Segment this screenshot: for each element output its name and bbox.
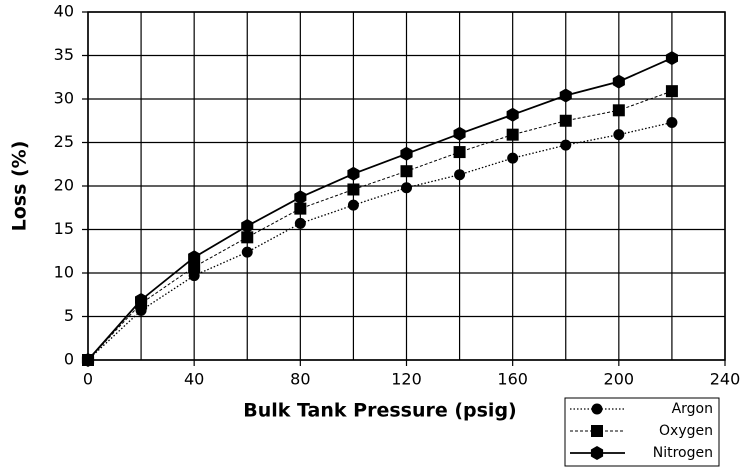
y-tick-label: 15	[54, 219, 74, 238]
x-tick-label: 120	[391, 370, 422, 389]
legend-label: Oxygen	[659, 423, 713, 439]
data-point	[347, 183, 360, 196]
data-point	[665, 85, 678, 98]
y-tick-label: 20	[54, 176, 74, 195]
x-tick-label: 240	[710, 370, 740, 389]
data-point	[560, 139, 572, 151]
data-point	[612, 74, 625, 89]
data-point	[666, 116, 678, 128]
data-point	[347, 199, 359, 211]
data-point	[506, 107, 519, 122]
legend-marker	[591, 425, 603, 437]
legend-marker	[590, 446, 604, 460]
legend-marker	[591, 403, 603, 415]
data-point	[454, 169, 466, 181]
data-point	[135, 293, 148, 307]
data-point	[665, 51, 678, 66]
series-line	[87, 57, 673, 361]
x-tick-label: 0	[83, 370, 93, 389]
y-tick-label: 30	[54, 89, 74, 108]
data-point	[188, 250, 201, 265]
data-point	[400, 146, 413, 161]
data-point	[612, 104, 625, 117]
y-tick-label: 10	[54, 263, 74, 282]
y-tick-label: 35	[54, 45, 74, 64]
data-point	[401, 182, 412, 194]
x-tick-label: 40	[184, 370, 204, 389]
y-axis-title: Loss (%)	[9, 141, 31, 232]
series-line	[87, 90, 673, 361]
data-point	[506, 128, 519, 141]
data-point	[241, 231, 254, 244]
x-axis-title: Bulk Tank Pressure (psig)	[243, 400, 516, 422]
data-point	[453, 146, 466, 159]
y-tick-label: 5	[64, 306, 74, 325]
data-point	[188, 260, 201, 273]
legend-box	[564, 397, 720, 467]
series-line	[87, 121, 673, 361]
data-point	[241, 219, 254, 233]
plot-frame	[87, 11, 726, 361]
data-point	[294, 202, 307, 215]
data-point	[347, 166, 360, 181]
y-tick-label: 0	[64, 350, 74, 369]
data-point	[294, 190, 307, 205]
data-point	[453, 126, 466, 141]
data-point	[294, 217, 306, 229]
x-tick-label: 80	[290, 370, 310, 389]
x-tick-label: 200	[604, 370, 635, 389]
y-tick-label: 25	[54, 132, 74, 151]
x-tick-label: 160	[497, 370, 528, 389]
data-point	[400, 165, 413, 178]
data-point	[241, 246, 253, 258]
data-point	[613, 129, 625, 141]
data-point	[507, 152, 519, 164]
legend-label: Nitrogen	[653, 445, 713, 461]
y-tick-label: 40	[54, 2, 74, 21]
data-point	[81, 353, 95, 367]
data-point	[559, 88, 572, 103]
legend-label: Argon	[672, 401, 713, 417]
data-point	[559, 114, 572, 127]
